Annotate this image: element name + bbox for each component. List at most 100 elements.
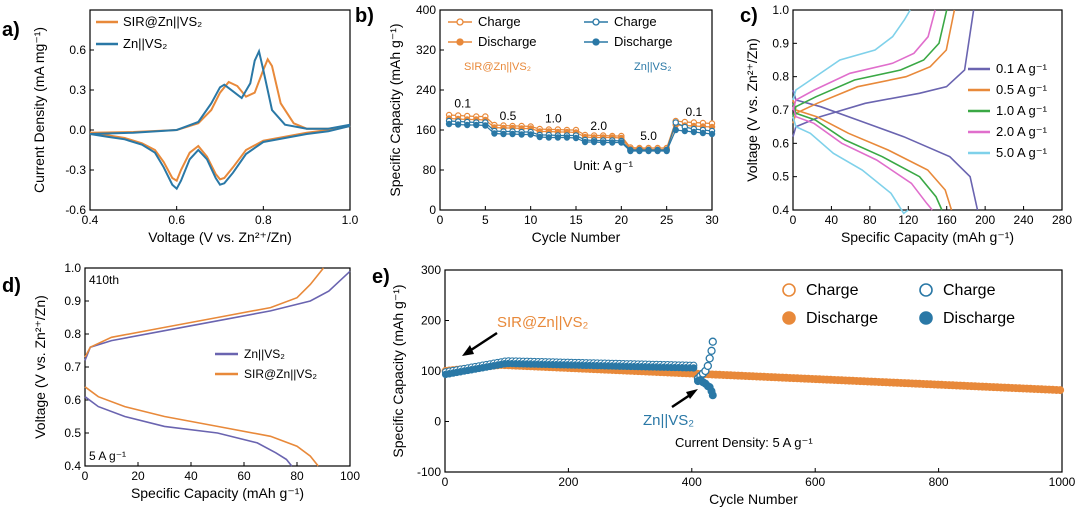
plot-frame [89,9,351,211]
rate-label: 5 A g⁻¹ [89,449,126,463]
y-tick-label: 0.4 [64,459,81,473]
y-tick-label: -100 [417,465,441,479]
x-tick-label: 200 [975,213,995,227]
y-tick-label: 0.6 [64,393,81,407]
rate-label: 0.5 [500,109,517,123]
y-tick-label: 0.4 [772,203,789,217]
discharge-curve [792,89,979,211]
y-tick-label: 1.0 [64,261,81,275]
legend-marker [592,18,600,26]
cycle-point [689,364,698,372]
unit-label: Unit: A g⁻¹ [573,158,633,173]
x-tick-label: 15 [569,213,583,227]
rate-point [572,134,580,142]
rate-point [445,120,453,128]
y-tick-label: 160 [416,123,436,137]
rate-point [464,121,471,129]
rate-point [454,121,462,128]
y-tick-label: 0.8 [772,70,789,84]
x-tick-label: 0.6 [168,213,185,227]
legend-label: 2.0 A g⁻¹ [996,124,1048,139]
legend-label: Zn||VS₂ [244,347,285,361]
rate-point [672,126,679,134]
rate-point [627,147,634,155]
discharge-curve [792,99,953,211]
y-tick-label: 0.0 [69,123,86,137]
chart-panel-d: 0 20 40 60 80 100 0.4 0.5 0.6 0.7 0.8 0.9 1.0 Specifi… [32,261,360,501]
legend-label: SIR@Zn||VS₂ [123,14,202,29]
x-tick-label: 120 [898,213,918,227]
rate-label: 0.1 [454,97,471,111]
y-tick-label: 0.9 [64,294,81,308]
y-axis-label: Current Density (mA mg⁻¹) [31,27,47,193]
y-tick-label: 0.9 [772,36,789,50]
rate-point [545,134,553,141]
y-axis-label: Voltage (V vs. Zn²⁺/Zn) [744,38,760,182]
x-tick-label: 80 [863,213,877,227]
rate-point [636,147,643,155]
rate-point [681,127,689,135]
charge-curve [792,9,948,117]
legend-marker [456,18,464,26]
discharge-curve [84,396,293,467]
x-tick-label: 0 [790,213,797,227]
x-tick-label: 20 [615,213,629,227]
x-tick-label: 10 [524,213,538,227]
rate-point [690,128,698,136]
y-tick-label: 100 [421,364,441,378]
legend-label: Charge [614,14,657,29]
legend-marker [592,38,600,46]
panel-label-c: c) [740,5,758,27]
legend-marker [919,283,933,297]
cycle-point [708,391,717,400]
rate-point [618,139,625,146]
legend-marker [919,311,933,325]
x-axis-label: Specific Capacity (mAh g⁻¹) [841,229,1014,245]
rate-point [590,138,598,146]
discharge-curve [792,106,933,211]
x-axis-label: Cycle Number [532,229,621,245]
rate-point [663,147,670,155]
y-axis-label: Specific Capacity (mAh g⁻¹) [390,284,406,457]
y-tick-label: 0.8 [64,327,81,341]
y-axis-label: Voltage (V vs. Zn²⁺/Zn) [32,295,48,439]
discharge-curve [792,103,943,211]
x-tick-label: 40 [825,213,839,227]
rate-point [581,138,589,146]
rate-point [600,139,607,146]
rate-point [699,129,707,137]
current-density-label: Current Density: 5 A g⁻¹ [675,435,813,450]
annotation-arrowhead [462,345,474,356]
legend-label: 1.0 A g⁻¹ [996,103,1048,118]
x-tick-label: 0 [82,469,89,483]
chart-panel-a: 0.4 0.6 0.8 1.0 -0.6 -0.3 0.0 0.3 0.6 Voltage (V … [31,9,359,245]
x-tick-label: 0 [437,213,444,227]
cycle-point [708,337,717,346]
x-tick-label: 1.0 [342,213,359,227]
x-tick-label: 25 [660,213,674,227]
rate-label: 0.1 [686,105,703,119]
cycle-point [705,354,714,363]
x-tick-label: 40 [184,469,198,483]
charge-curve [792,9,975,137]
rate-point [654,147,661,155]
y-tick-label: 0.5 [64,426,81,440]
legend-marker [782,311,796,325]
x-tick-label: 280 [1052,213,1072,227]
x-tick-label: 0.8 [255,213,272,227]
x-axis-label: Cycle Number [709,491,798,507]
discharge-curve [792,116,909,215]
y-tick-label: 0 [434,415,441,429]
rate-point [482,122,489,129]
rate-point [518,131,525,138]
panel-label-b: b) [355,5,374,27]
rate-point [527,131,534,138]
y-tick-label: 0.7 [772,103,789,117]
legend-label: SIR@Zn||VS₂ [244,367,317,381]
cycle-point [1056,386,1065,395]
x-tick-label: 0.4 [82,213,99,227]
y-axis-label: Specific Capacity (mAh g⁻¹) [387,23,403,196]
rate-point [473,121,480,129]
rate-label: 5.0 [640,129,657,143]
